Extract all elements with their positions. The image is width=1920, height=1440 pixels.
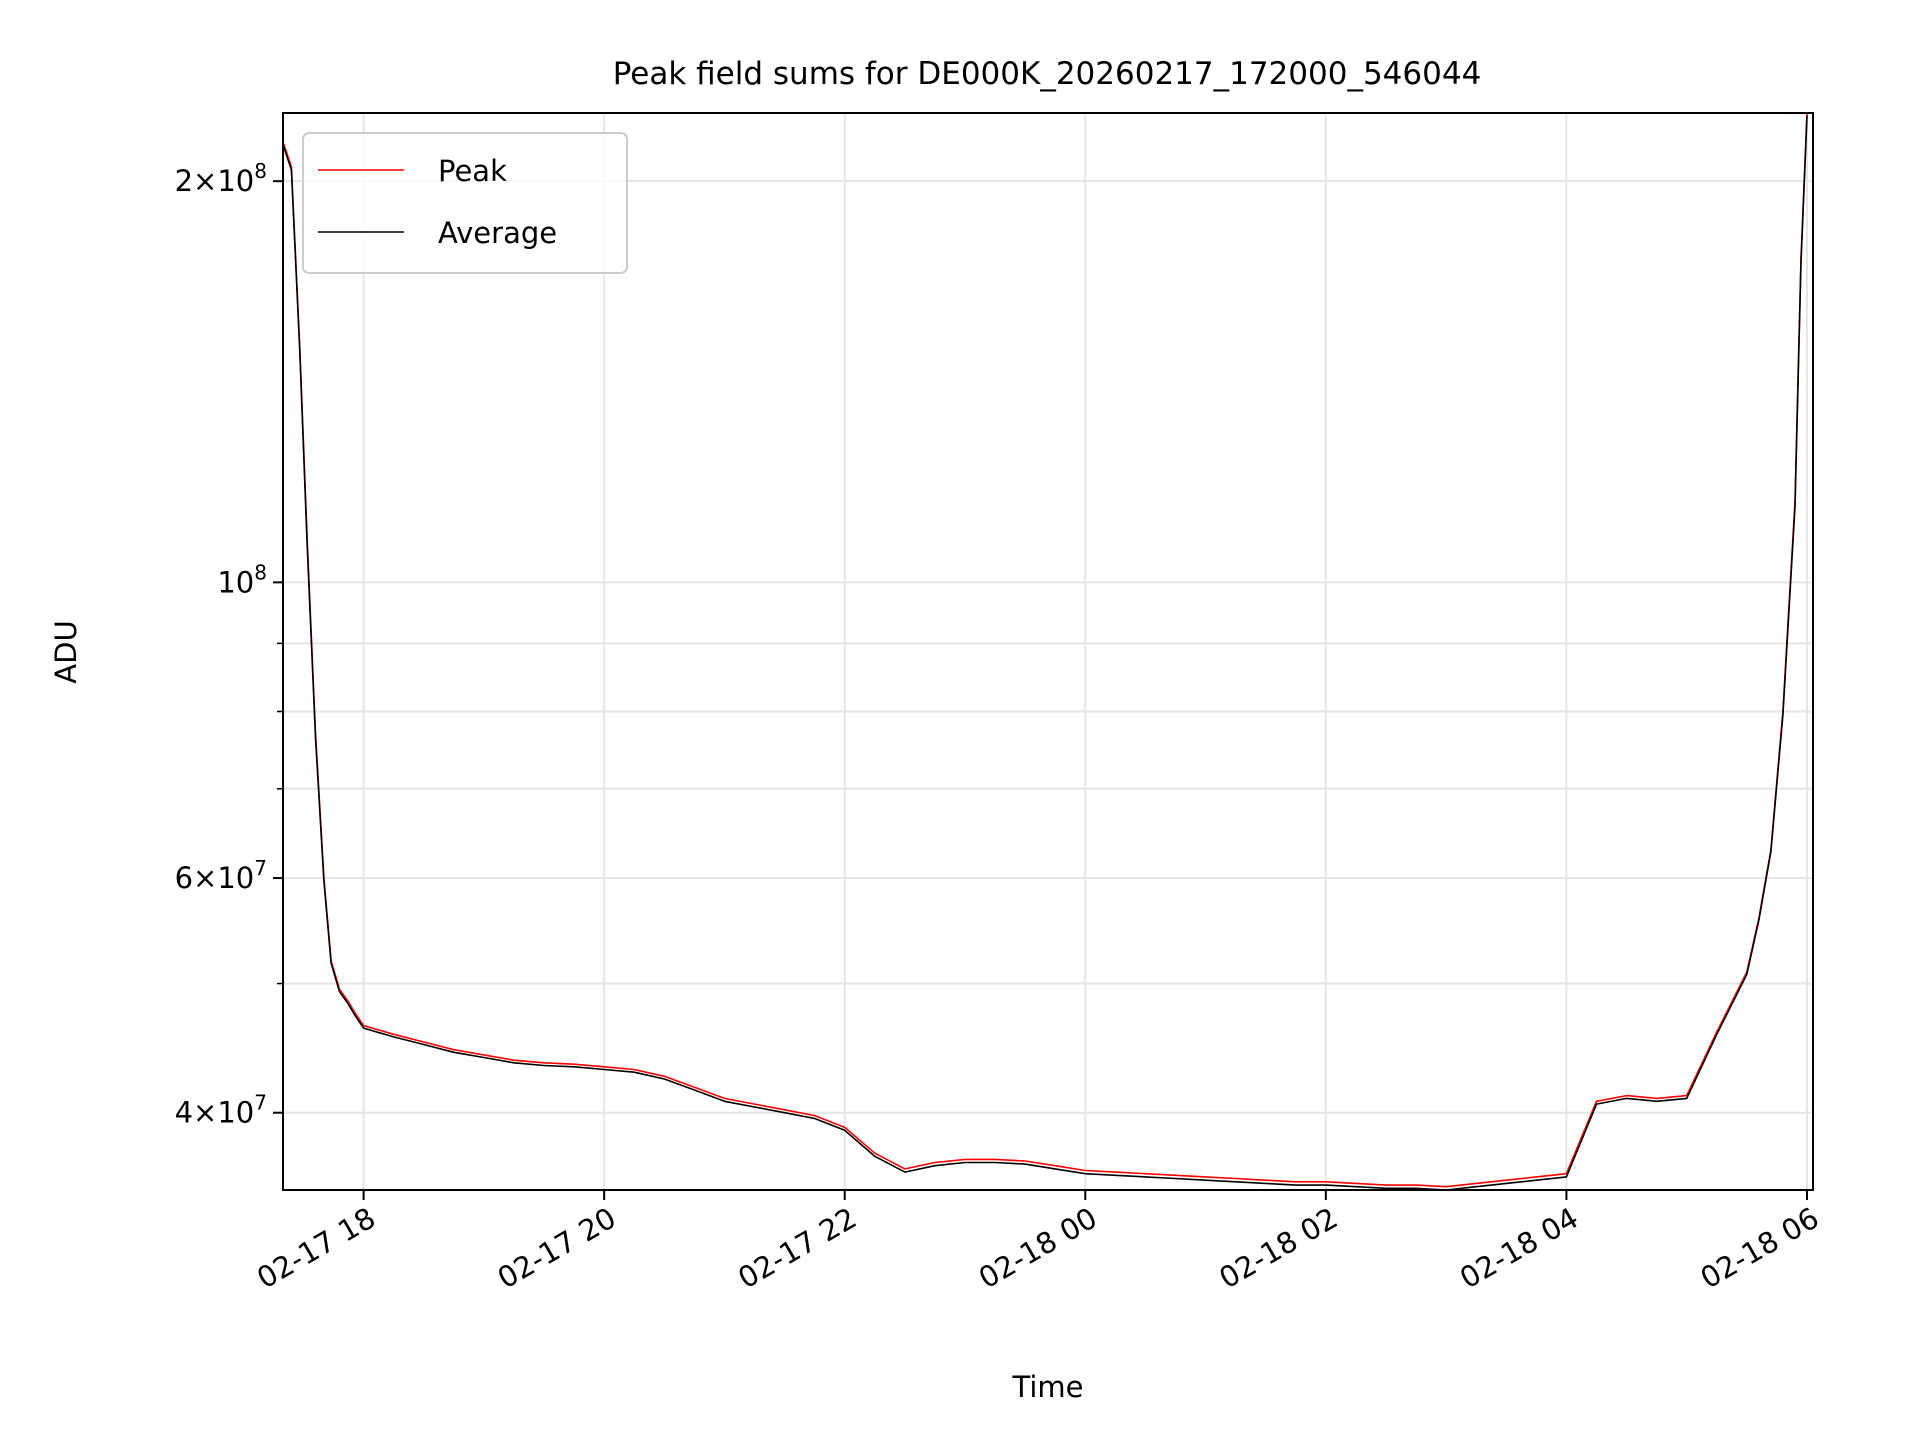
- y-tick-label: 108: [217, 560, 267, 599]
- series-lines: [282, 112, 1808, 1191]
- legend-box: [302, 132, 628, 274]
- plot-background: [283, 113, 1813, 1190]
- y-axis-label: ADU: [49, 620, 83, 683]
- legend-label-peak: Peak: [438, 154, 507, 188]
- legend: Peak Average: [302, 132, 628, 274]
- y-axis: 2×108 108 6×107 4×107: [175, 159, 283, 1130]
- chart-title: Peak field sums for DE000K_20260217_1720…: [613, 56, 1482, 92]
- y-tick-label: 6×107: [175, 856, 267, 895]
- y-tick-label: 2×108: [175, 159, 267, 198]
- series-line-peak: [282, 112, 1808, 1188]
- plot-frame: [282, 112, 1814, 1191]
- plot-area: [282, 112, 1814, 1191]
- x-axis-label: Time: [1012, 1370, 1084, 1404]
- y-tick-label: 4×107: [175, 1091, 267, 1130]
- series-line-average: [282, 115, 1808, 1191]
- legend-label-average: Average: [438, 216, 557, 250]
